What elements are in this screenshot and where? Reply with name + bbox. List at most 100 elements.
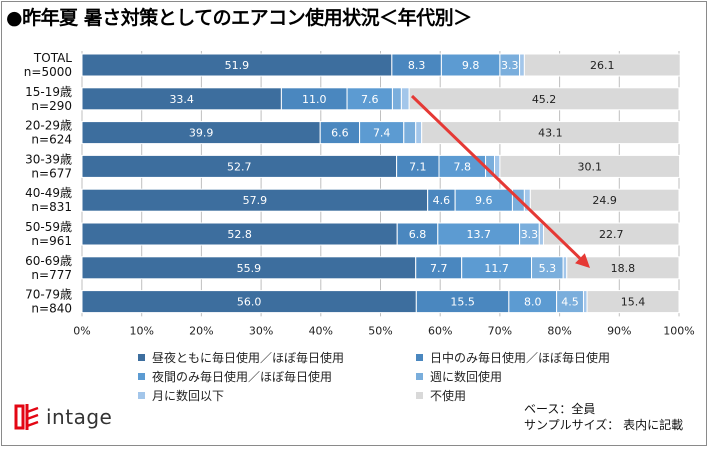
data-label: 6.6: [331, 127, 349, 140]
data-label: 30.1: [577, 160, 602, 173]
bar-segment: [519, 53, 525, 77]
bar-segment: [403, 121, 417, 145]
data-label: 3.3: [501, 59, 519, 72]
bar-segment: [400, 87, 410, 111]
bar-segment: [542, 222, 680, 246]
data-label: 45.2: [532, 93, 557, 106]
x-tick-label: 10%: [129, 324, 153, 337]
data-label: 9.8: [462, 59, 480, 72]
data-label: 55.9: [237, 262, 262, 275]
data-label: 7.1: [409, 160, 427, 173]
data-label: 15.4: [621, 296, 646, 309]
data-label: 11.0: [302, 93, 327, 106]
category-label: 30-39歳: [25, 152, 72, 166]
x-tick-label: 70%: [488, 324, 512, 337]
bar-segment: [499, 154, 681, 178]
x-tick-label: 50%: [368, 324, 392, 337]
legend-label: 不使用: [430, 389, 467, 403]
category-sample-size: n=290: [31, 99, 72, 113]
intage-logo-icon: [14, 404, 39, 430]
legend-label: 週に数回使用: [430, 370, 503, 384]
category-label: 40-49歳: [25, 186, 72, 200]
category-label: 50-59歳: [25, 220, 72, 234]
data-label: 39.9: [189, 127, 214, 140]
category-sample-size: n=5000: [24, 65, 72, 79]
bar-segment: [586, 290, 680, 314]
data-label: 26.1: [590, 59, 615, 72]
legend-item: 日中のみ毎日使用／ほぼ毎日使用: [416, 349, 610, 366]
legend-label: 月に数回以下: [152, 389, 225, 403]
legend-swatch: [416, 392, 423, 399]
data-label: 9.6: [475, 194, 493, 207]
base-note-line1: ベース：全員: [524, 402, 596, 416]
category-label: TOTAL: [33, 51, 72, 65]
intage-logo: intage: [12, 402, 112, 432]
data-label: 7.6: [361, 93, 379, 106]
category-label: 15-19歳: [25, 85, 72, 99]
base-note-line2: サンプルサイズ： 表内に記載: [524, 418, 684, 432]
category-sample-size: n=831: [31, 200, 72, 214]
data-label: 18.8: [611, 262, 636, 275]
legend-item: 昼夜ともに毎日使用／ほぼ毎日使用: [138, 349, 344, 366]
x-tick-label: 90%: [607, 324, 631, 337]
legend-item: 月に数回以下: [138, 387, 224, 404]
legend-label: 夜間のみ毎日使用／ほぼ毎日使用: [152, 370, 333, 384]
legend-item: 夜間のみ毎日使用／ほぼ毎日使用: [138, 368, 332, 385]
legend-item: 不使用: [416, 387, 466, 404]
legend-label: 昼夜ともに毎日使用／ほぼ毎日使用: [152, 351, 345, 365]
data-label: 33.4: [169, 93, 194, 106]
category-label: 60-69歳: [25, 254, 72, 268]
data-label: 3.3: [521, 228, 539, 241]
data-label: 57.9: [243, 194, 268, 207]
data-label: 7.4: [373, 127, 391, 140]
bar-segment: [566, 256, 680, 280]
bar-segment: [523, 53, 681, 77]
data-label: 4.5: [561, 296, 579, 309]
data-label: 43.1: [538, 127, 563, 140]
data-label: 5.3: [539, 262, 557, 275]
category-sample-size: n=677: [31, 166, 72, 180]
legend-swatch: [138, 373, 145, 380]
legend-swatch: [138, 392, 145, 399]
category-sample-size: n=961: [31, 234, 72, 248]
legend-swatch: [416, 354, 423, 361]
category-label: 20-29歳: [25, 119, 72, 133]
trend-arrow-head: [575, 253, 590, 268]
data-label: 24.9: [592, 194, 617, 207]
bar-segment: [391, 87, 402, 111]
x-tick-label: 0%: [73, 324, 90, 337]
bar-segment: [415, 121, 423, 145]
category-sample-size: n=624: [31, 133, 72, 147]
base-note: ベース：全員 サンプルサイズ： 表内に記載: [524, 401, 683, 433]
x-tick-label: 80%: [547, 324, 571, 337]
bar-segment: [538, 222, 544, 246]
data-label: 52.8: [227, 228, 252, 241]
legend-swatch: [138, 354, 145, 361]
data-label: 13.7: [466, 228, 491, 241]
legend-swatch: [416, 373, 423, 380]
data-label: 51.9: [225, 59, 250, 72]
bar-segment: [421, 121, 680, 145]
data-label: 8.0: [524, 296, 542, 309]
category-sample-size: n=777: [31, 268, 72, 282]
category-sample-size: n=840: [31, 302, 72, 316]
bar-segment: [562, 256, 568, 280]
data-label: 8.3: [408, 59, 426, 72]
x-tick-label: 20%: [189, 324, 213, 337]
data-label: 22.7: [599, 228, 624, 241]
category-label: 70-79歳: [25, 288, 72, 302]
x-tick-label: 60%: [428, 324, 452, 337]
data-label: 6.8: [409, 228, 427, 241]
bar-segment: [494, 154, 501, 178]
legend-item: 週に数回使用: [416, 368, 502, 385]
chart-title: ●昨年夏 暑さ対策としてのエアコン使用状況＜年代別＞: [6, 7, 472, 29]
data-label: 15.5: [450, 296, 475, 309]
bar-segment: [582, 290, 588, 314]
data-label: 7.7: [430, 262, 448, 275]
x-tick-label: 40%: [309, 324, 333, 337]
legend-label: 日中のみ毎日使用／ほぼ毎日使用: [430, 351, 611, 365]
x-tick-label: 30%: [249, 324, 273, 337]
data-label: 4.6: [433, 194, 451, 207]
data-label: 7.8: [454, 160, 472, 173]
